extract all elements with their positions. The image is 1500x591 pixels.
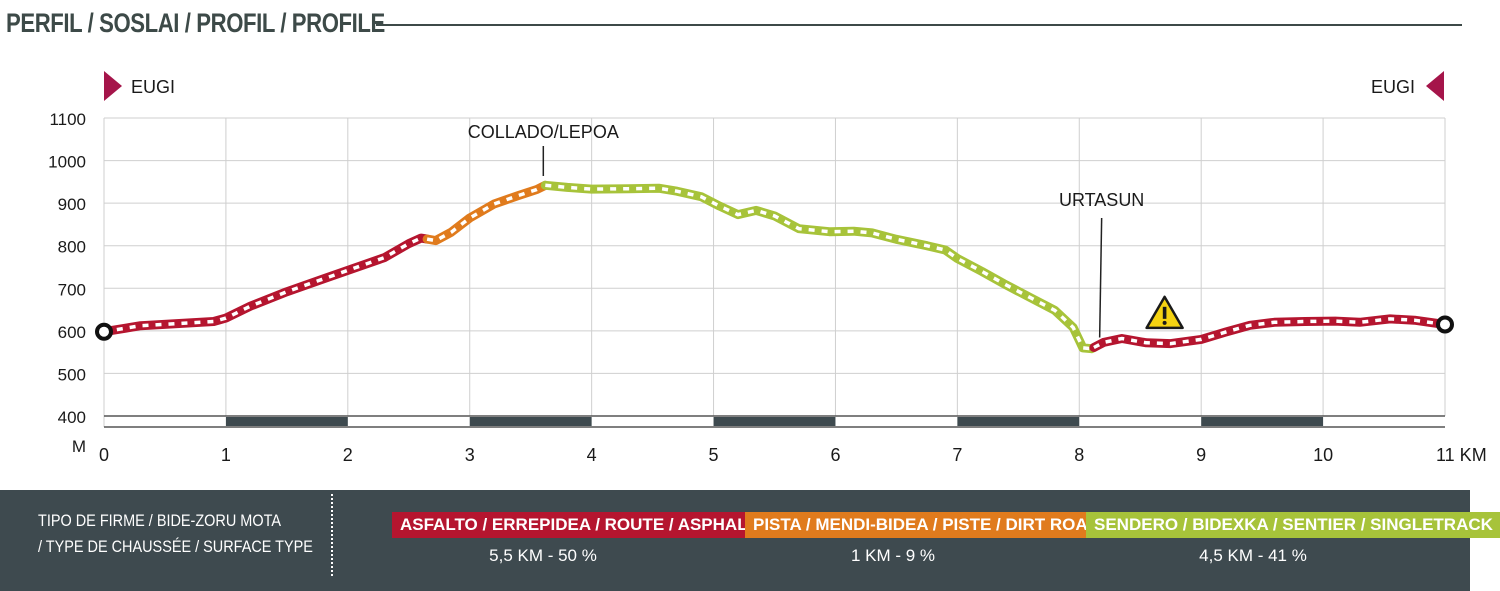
profile-dashes — [426, 183, 547, 243]
scale-bar-block — [957, 417, 1080, 426]
x-tick-label: 1 — [221, 445, 231, 465]
profile-segment-asphalt — [99, 233, 432, 337]
x-tick-label: 4 — [587, 445, 597, 465]
warning-exclamation-dot — [1162, 320, 1167, 325]
y-tick-label: 800 — [58, 238, 86, 257]
legend-item-asphalt: ASFALTO / ERREPIDEA / ROUTE / ASPHALT 5,… — [392, 512, 765, 566]
legend-divider — [331, 494, 333, 576]
legend-item-dirt-road: PISTA / MENDI-BIDEA / PISTE / DIRT ROAD … — [745, 512, 1108, 566]
surface-type-title-line-2: / TYPE DE CHAUSSÉE / SURFACE TYPE — [38, 537, 313, 556]
y-tick-label: 1000 — [48, 153, 86, 172]
profile-dashes — [545, 183, 1095, 351]
x-tick-label: 10 — [1313, 445, 1333, 465]
end-marker-icon — [1426, 71, 1444, 101]
profile-segment-dirt — [422, 180, 550, 246]
route-endpoint-marker — [1436, 315, 1454, 334]
legend-stat-dirt-road: 1 KM - 9 % — [850, 546, 936, 565]
surface-type-title-line-1: TIPO DE FIRME / BIDE-ZORU MOTA — [38, 511, 281, 530]
x-tick-label: 3 — [465, 445, 475, 465]
x-tick-label: 9 — [1196, 445, 1206, 465]
y-tick-label: 900 — [58, 195, 86, 214]
legend-stat-singletrack: 4,5 KM - 41 % — [1199, 546, 1307, 565]
x-tick-label: 6 — [830, 445, 840, 465]
scale-bar-block — [1201, 417, 1324, 426]
x-tick-label: 5 — [709, 445, 719, 465]
scale-bar-block — [225, 417, 348, 426]
legend-stat-asphalt: 5,5 KM - 50 % — [489, 546, 597, 565]
legend-badge-asphalt: ASFALTO / ERREPIDEA / ROUTE / ASPHALT — [392, 512, 765, 538]
x-tick-label: 8 — [1074, 445, 1084, 465]
title-rule — [376, 24, 1462, 26]
start-label: EUGI — [131, 77, 175, 97]
route-endpoint-marker — [95, 322, 113, 341]
scale-bar-block — [713, 417, 836, 426]
start-marker-icon — [104, 71, 122, 101]
legend-item-singletrack: SENDERO / BIDEXKA / SENTIER / SINGLETRAC… — [1086, 512, 1500, 566]
page-title: PERFIL / SOSLAI / PROFIL / PROFILE — [6, 8, 385, 38]
y-tick-label: 600 — [58, 323, 86, 342]
profile-dashes — [103, 236, 428, 334]
profile-dashes — [1093, 317, 1446, 350]
warning-exclamation-bar — [1162, 306, 1167, 319]
elevation-profile-chart: 400 500 600 700 800 900 1000 1100 M 0 1 2 3 4 5 6 7 8 9 10 1… — [48, 71, 1487, 465]
x-tick-label: 11 KM — [1436, 445, 1487, 465]
x-tick-label: 2 — [343, 445, 353, 465]
y-tick-label: 1100 — [49, 110, 86, 129]
profile-segment-singletrack — [540, 180, 1099, 354]
scale-bar-block — [469, 417, 592, 426]
y-tick-label: 500 — [58, 365, 86, 384]
y-tick-label: 400 — [58, 408, 86, 427]
x-tick-label: 0 — [99, 445, 109, 465]
y-tick-label: 700 — [58, 280, 86, 299]
y-axis-label: M — [72, 437, 86, 456]
legend-footer: TIPO DE FIRME / BIDE-ZORU MOTA / TYPE DE… — [0, 490, 1500, 591]
end-label: EUGI — [1371, 77, 1415, 97]
legend-badge-dirt-road: PISTA / MENDI-BIDEA / PISTE / DIRT ROAD — [745, 512, 1108, 538]
annotation-urtasun: URTASUN — [1059, 190, 1144, 210]
warning-icon — [1145, 295, 1184, 330]
annotation-leader-urtasun — [1098, 217, 1103, 338]
surface-type-title: TIPO DE FIRME / BIDE-ZORU MOTA / TYPE DE… — [38, 508, 313, 560]
legend-badge-singletrack: SENDERO / BIDEXKA / SENTIER / SINGLETRAC… — [1086, 512, 1500, 538]
x-tick-label: 7 — [952, 445, 962, 465]
annotation-collado: COLLADO/LEPOA — [468, 122, 619, 142]
